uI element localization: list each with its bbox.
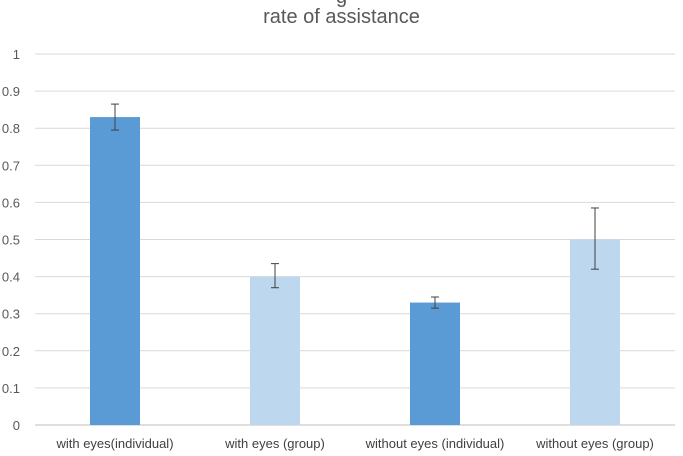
y-tick-label: 0.2 — [2, 344, 20, 359]
category-label: without eyes (individual) — [365, 436, 505, 451]
y-tick-label: 0.1 — [2, 381, 20, 396]
y-tick-label: 1 — [13, 47, 20, 62]
y-tick-label: 0.4 — [2, 270, 20, 285]
bar — [90, 117, 140, 425]
y-tick-label: 0.3 — [2, 307, 20, 322]
bar — [410, 302, 460, 425]
y-tick-label: 0.8 — [2, 121, 20, 136]
category-label: with eyes (group) — [224, 436, 325, 451]
y-tick-label: 0.6 — [2, 195, 20, 210]
bar — [570, 239, 620, 425]
category-label: with eyes(individual) — [55, 436, 173, 451]
y-tick-label: 0.7 — [2, 158, 20, 173]
bar — [250, 276, 300, 425]
category-label: without eyes (group) — [535, 436, 654, 451]
y-tick-label: 0 — [13, 418, 20, 433]
chart-title-top-fragment: g — [0, 0, 683, 9]
y-tick-label: 0.5 — [2, 233, 20, 248]
chart-title: rate of assistance — [263, 6, 420, 28]
y-tick-label: 0.9 — [2, 84, 20, 99]
